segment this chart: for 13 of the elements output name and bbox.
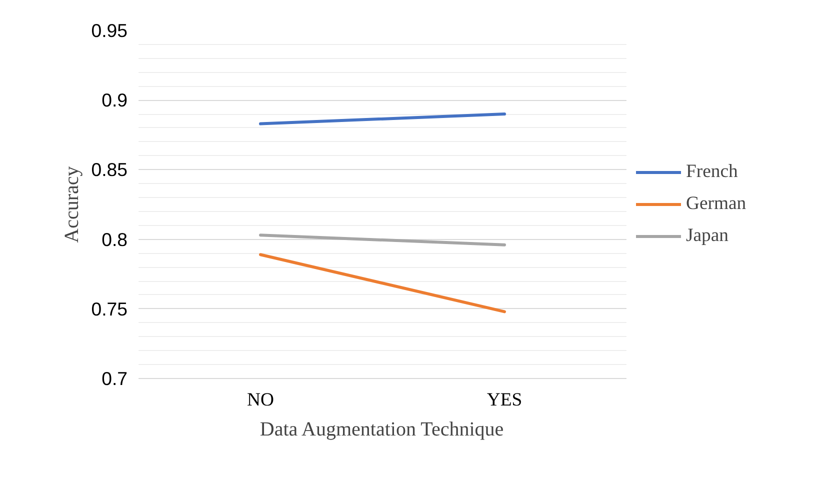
y-tick-label: 0.7 bbox=[102, 368, 128, 389]
y-tick-label: 0.95 bbox=[91, 20, 128, 41]
x-axis-title: Data Augmentation Technique bbox=[260, 418, 504, 440]
y-tick-label: 0.9 bbox=[102, 90, 128, 111]
x-tick-label: NO bbox=[247, 390, 274, 410]
x-tick-label: YES bbox=[486, 390, 522, 410]
legend-label: French bbox=[686, 161, 738, 183]
legend-label: Japan bbox=[686, 225, 728, 247]
y-axis-title: Accuracy bbox=[61, 166, 84, 243]
y-tick-label: 0.85 bbox=[91, 159, 128, 180]
legend-label: German bbox=[686, 193, 746, 215]
y-tick-label: 0.75 bbox=[91, 298, 128, 320]
y-tick-label: 0.8 bbox=[102, 228, 128, 250]
